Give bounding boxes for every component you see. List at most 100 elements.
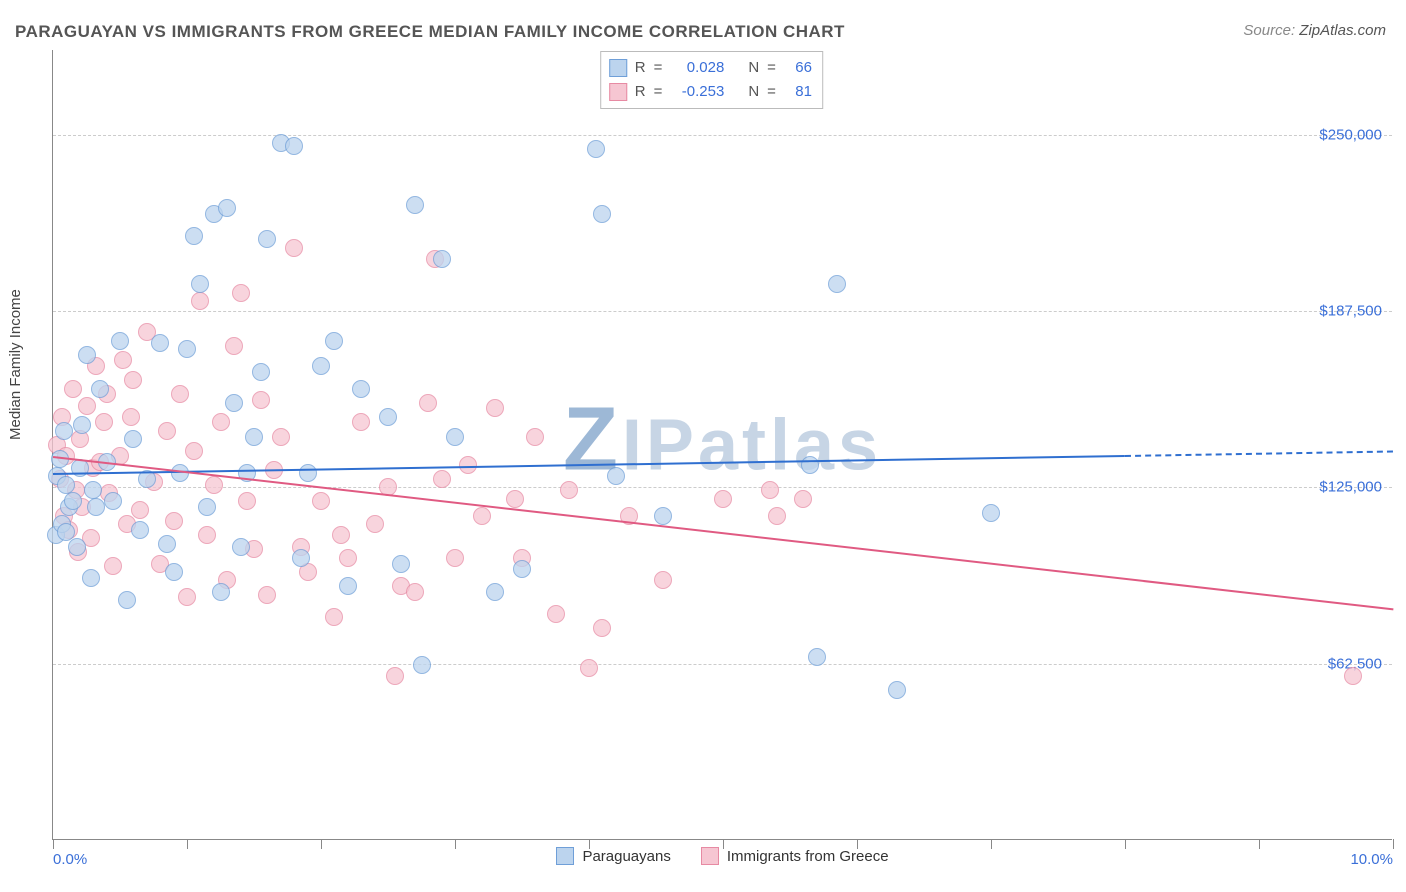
stats-swatch-0 [609,59,627,77]
stats-eq2: = [767,80,776,104]
stats-N-label: N [748,80,759,104]
data-point [82,569,100,587]
source-label: Source: [1243,22,1299,39]
data-point [252,363,270,381]
data-point [794,490,812,508]
x-tick-label: 0.0% [53,851,87,868]
data-point [198,526,216,544]
legend-item-0: Paraguayans [556,847,670,865]
data-point [131,521,149,539]
data-point [801,456,819,474]
data-point [332,526,350,544]
y-tick-label: $187,500 [1319,302,1382,319]
data-point [366,515,384,533]
data-point [828,275,846,293]
stats-R-label: R [635,56,646,80]
stats-swatch-1 [609,83,627,101]
data-point [339,549,357,567]
data-point [654,571,672,589]
data-point [205,476,223,494]
x-tick [589,839,590,849]
gridline [53,135,1392,136]
data-point [64,492,82,510]
data-point [198,498,216,516]
data-point [124,430,142,448]
data-point [165,563,183,581]
trend-line [53,456,1393,610]
data-point [386,667,404,685]
data-point [191,292,209,310]
data-point [212,413,230,431]
x-tick [1393,839,1394,849]
data-point [473,507,491,525]
data-point [392,555,410,573]
legend-label-1: Immigrants from Greece [727,848,889,865]
x-tick [1125,839,1126,849]
data-point [178,340,196,358]
stats-row-0: R = 0.028 N = 66 [609,56,812,80]
data-point [84,481,102,499]
x-tick [53,839,54,849]
data-point [352,413,370,431]
watermark-atlas: atlas [698,405,882,485]
data-point [292,549,310,567]
legend-swatch-0 [556,847,574,865]
data-point [68,538,86,556]
data-point [245,428,263,446]
data-point [73,416,91,434]
stats-R-label: R [635,80,646,104]
data-point [104,492,122,510]
data-point [486,399,504,417]
source-value: ZipAtlas.com [1299,22,1386,39]
stats-N-value-0: 66 [784,56,812,80]
data-point [111,332,129,350]
data-point [325,332,343,350]
data-point [185,227,203,245]
data-point [714,490,732,508]
stats-R-value-0: 0.028 [670,56,724,80]
stats-legend: R = 0.028 N = 66 R = -0.253 N = 81 [600,51,823,109]
data-point [178,588,196,606]
trend-line-extrapolated [1125,451,1393,458]
data-point [808,648,826,666]
data-point [580,659,598,677]
stats-row-1: R = -0.253 N = 81 [609,80,812,104]
trend-line [53,455,1125,475]
data-point [513,560,531,578]
x-tick [723,839,724,849]
data-point [212,583,230,601]
y-tick-label: $250,000 [1319,126,1382,143]
stats-eq2: = [767,56,776,80]
data-point [1344,667,1362,685]
data-point [87,498,105,516]
data-point [413,656,431,674]
y-axis-label: Median Family Income [7,289,24,440]
data-point [312,357,330,375]
stats-eq: = [654,80,663,104]
chart-container: PARAGUAYAN VS IMMIGRANTS FROM GREECE MED… [0,0,1406,892]
data-point [158,422,176,440]
data-point [95,413,113,431]
chart-title: PARAGUAYAN VS IMMIGRANTS FROM GREECE MED… [15,22,845,42]
data-point [225,394,243,412]
data-point [131,501,149,519]
data-point [607,467,625,485]
data-point [982,504,1000,522]
data-point [64,380,82,398]
y-tick-label: $125,000 [1319,479,1382,496]
data-point [299,464,317,482]
data-point [486,583,504,601]
stats-N-label: N [748,56,759,80]
legend-label-0: Paraguayans [582,848,670,865]
data-point [768,507,786,525]
data-point [285,239,303,257]
x-tick [857,839,858,849]
data-point [104,557,122,575]
data-point [325,608,343,626]
data-point [122,408,140,426]
data-point [118,591,136,609]
gridline [53,487,1392,488]
data-point [433,250,451,268]
gridline [53,311,1392,312]
plot-area: ZIPatlas R = 0.028 N = 66 R = -0.253 N [52,50,1392,840]
